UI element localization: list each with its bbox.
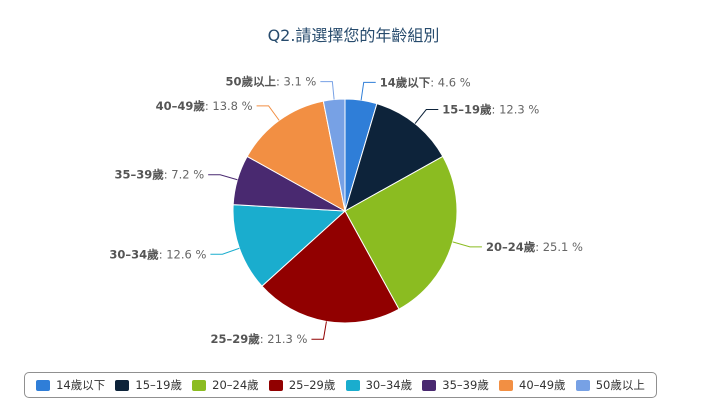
- legend-item[interactable]: 30–34歲: [345, 377, 413, 393]
- legend-label: 40–49歲: [519, 378, 566, 392]
- pie-slice[interactable]: [344, 155, 458, 310]
- legend-label: 25–29歲: [288, 378, 336, 392]
- legend-item[interactable]: 15–19歲: [115, 377, 182, 393]
- legend-swatch: [499, 379, 514, 391]
- data-label: 50歲以上: 3.1 %: [225, 75, 316, 89]
- legend-item[interactable]: 25–29歲: [268, 377, 336, 393]
- legend-label: 15–19歲: [135, 378, 182, 392]
- legend-label: 20–24歲: [212, 378, 259, 392]
- label-connector: [311, 321, 327, 340]
- legend-swatch: [345, 379, 360, 391]
- legend-item[interactable]: 50歲以上: [575, 377, 645, 393]
- legend-label: 30–34歲: [365, 378, 413, 392]
- legend-swatch: [575, 379, 590, 391]
- data-label: 30–34歲: 12.6 %: [109, 247, 206, 261]
- pie-slice[interactable]: [232, 204, 347, 287]
- label-connector: [360, 81, 376, 101]
- label-connector: [210, 247, 240, 255]
- label-connector: [208, 174, 238, 181]
- legend-swatch: [268, 379, 283, 391]
- pie-slice[interactable]: [261, 210, 400, 324]
- pie-plot: 14歲以下: 4.6 % 15–19歲: 12.3 % 20–24歲: 25.1 %…: [109, 75, 583, 347]
- pie-slice[interactable]: [344, 103, 444, 213]
- data-label: 35–39歲: 7.2 %: [114, 168, 204, 182]
- data-label: 14歲以下: 4.6 %: [380, 75, 471, 89]
- legend-item[interactable]: 14歲以下: [36, 377, 105, 393]
- legend-item[interactable]: 40–49歲: [499, 377, 566, 393]
- data-label: 25–29歲: 21.3 %: [210, 332, 307, 346]
- label-connector: [256, 105, 280, 121]
- data-label: 15–19歲: 12.3 %: [442, 103, 539, 117]
- legend-item[interactable]: 35–39歲: [422, 377, 489, 393]
- pie-slice[interactable]: [322, 98, 346, 212]
- data-label: 40–49歲: 13.8 %: [156, 99, 253, 113]
- legend-label: 50歲以上: [595, 378, 645, 392]
- legend-swatch: [422, 379, 437, 391]
- pie-slice[interactable]: [246, 100, 346, 212]
- legend: 14歲以下 15–19歲 20–24歲 25–29歲 30–34歲 35–39歲 40–49…: [24, 372, 657, 398]
- legend-swatch: [115, 379, 130, 391]
- label-connector: [414, 109, 439, 124]
- legend-label: 35–39歲: [442, 378, 489, 392]
- legend-label: 14歲以下: [56, 378, 106, 392]
- legend-swatch: [36, 379, 51, 391]
- legend-swatch: [192, 379, 207, 391]
- data-label: 20–24歲: 25.1 %: [486, 240, 583, 254]
- label-connector: [320, 81, 335, 100]
- chart-title: Q2.請選擇您的年齡組別: [267, 26, 440, 45]
- label-connector: [452, 241, 482, 248]
- legend-item[interactable]: 20–24歲: [192, 377, 259, 393]
